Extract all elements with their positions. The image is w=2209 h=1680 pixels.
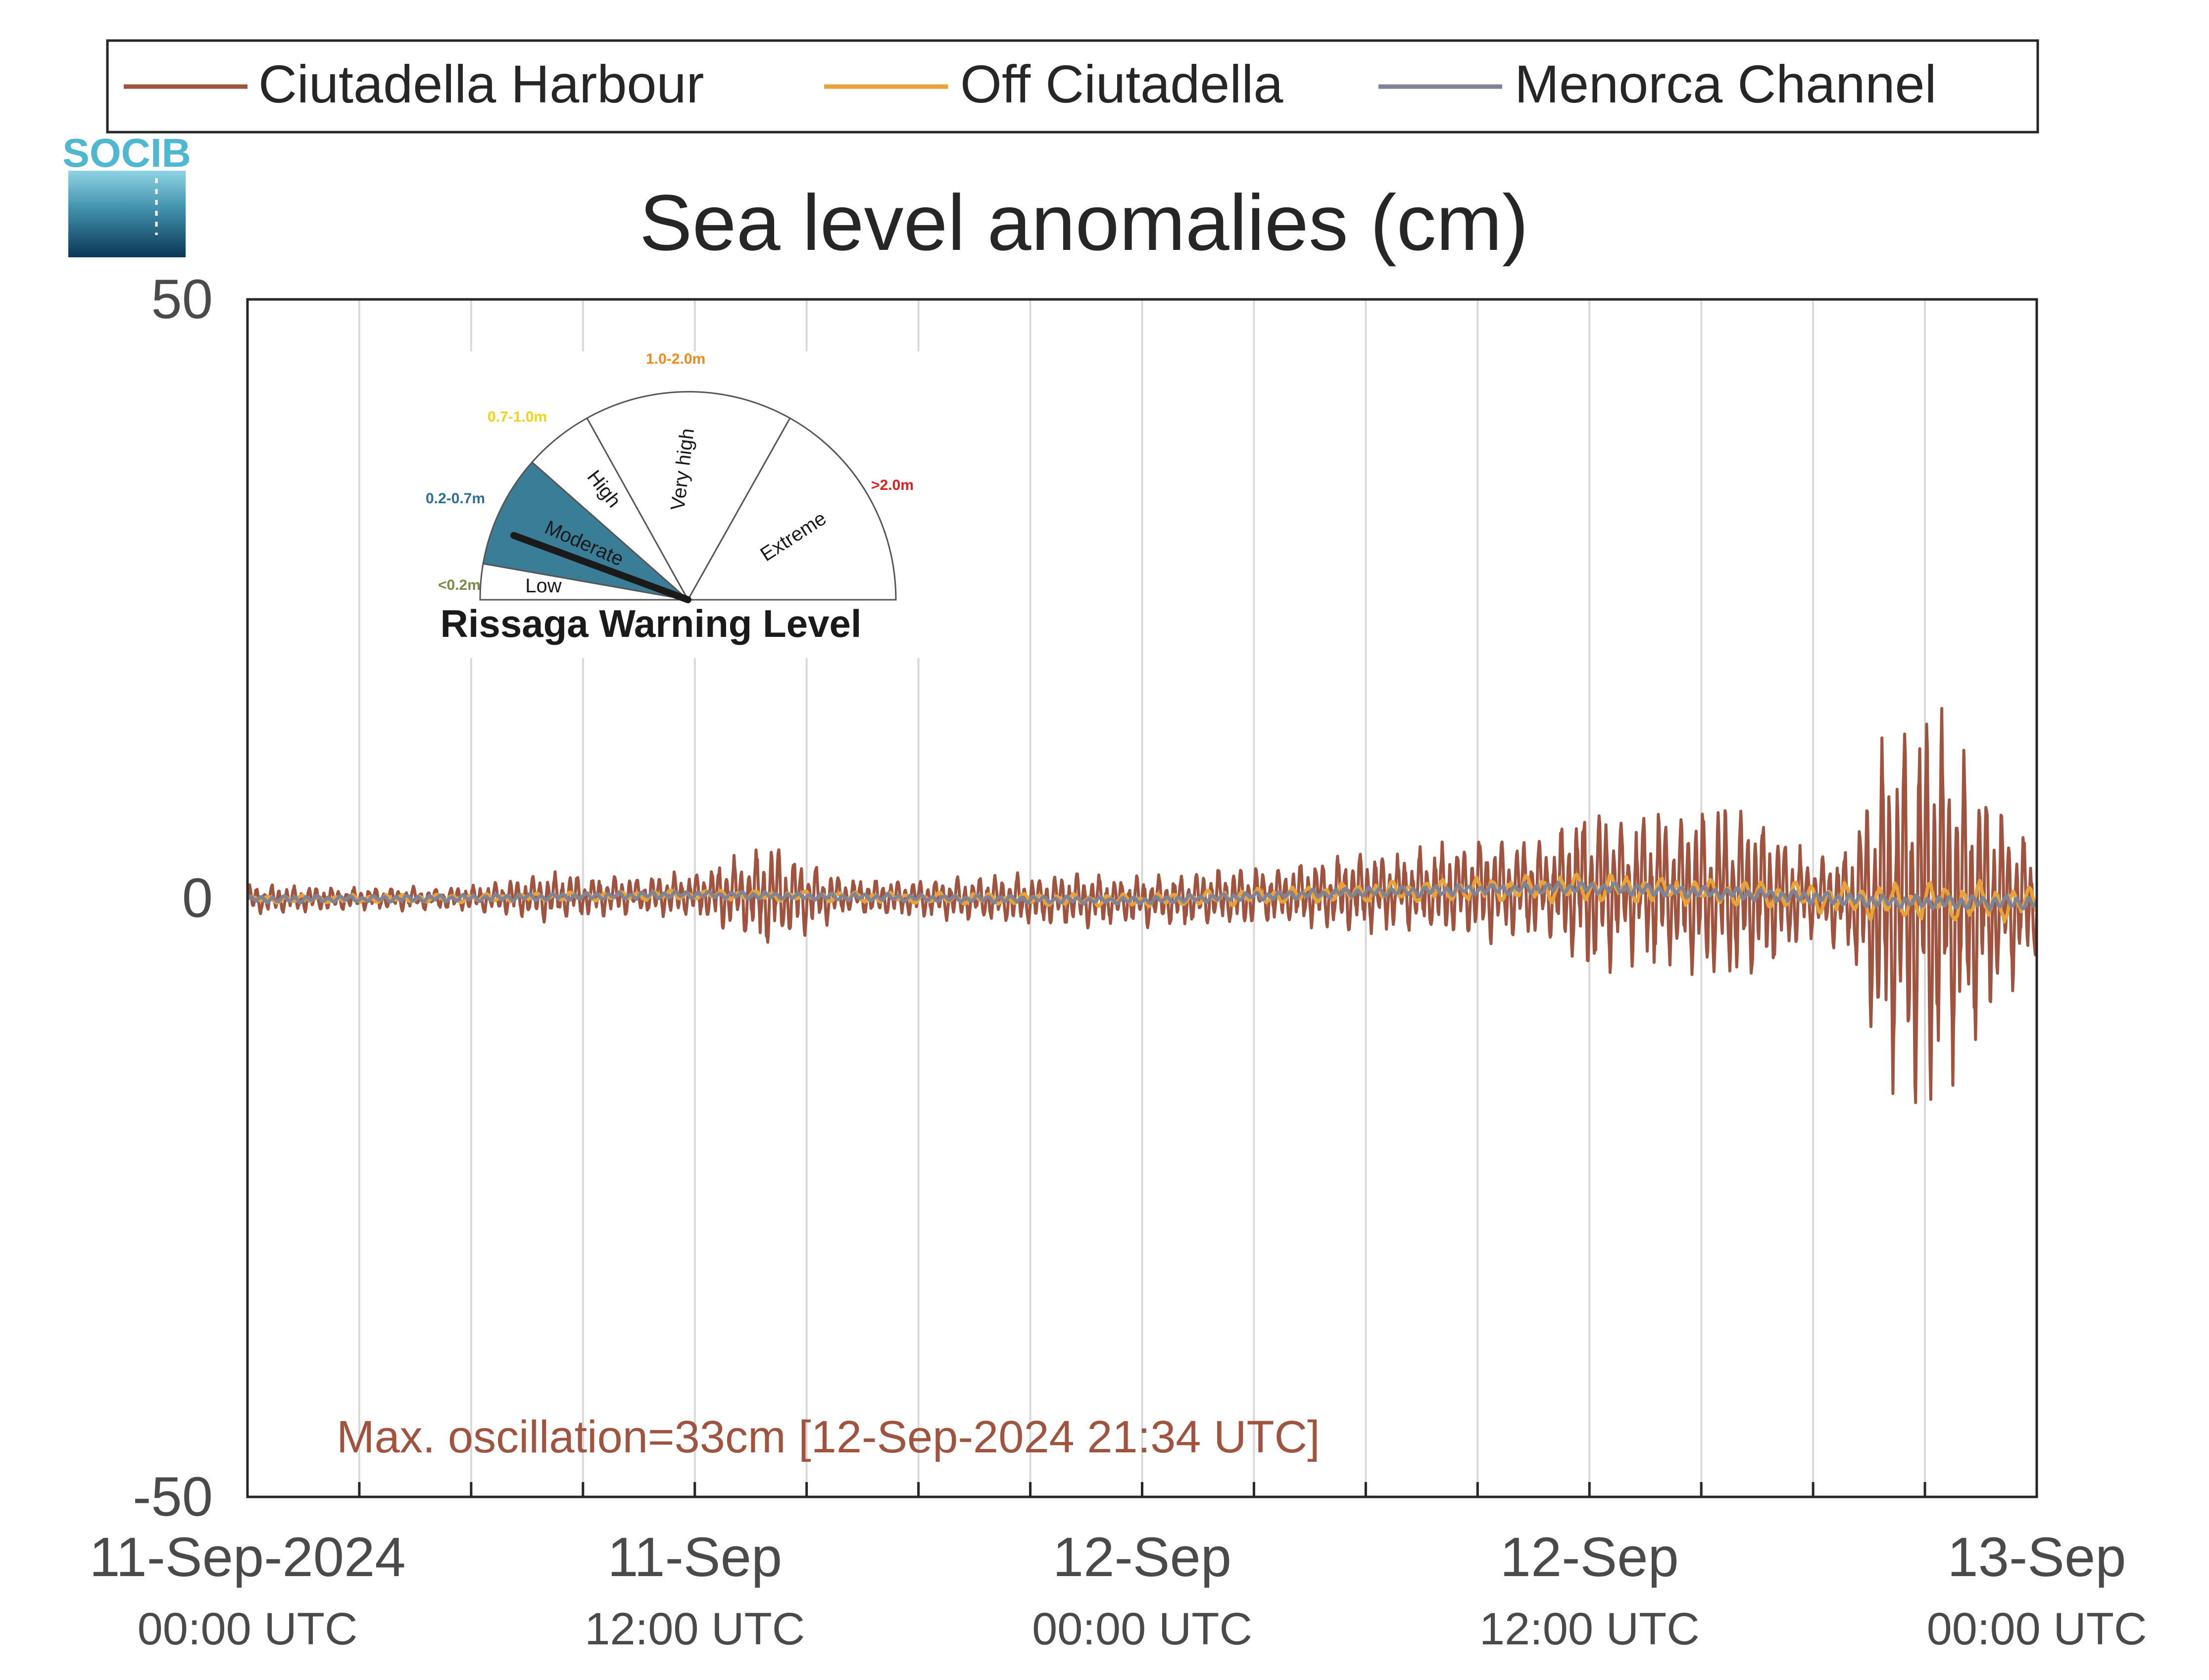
max-oscillation-annotation: Max. oscillation=33cm [12-Sep-2024 21:34… [337,1412,1320,1462]
legend: Ciutadella Harbour Off Ciutadella Menorc… [106,39,2039,134]
legend-label-ciutadella-harbour: Ciutadella Harbour [258,54,704,114]
x-tick-sublabel: 00:00 UTC [1927,1604,2147,1654]
x-tick-label: 12-Sep [1500,1526,1679,1588]
x-tick-sublabel: 12:00 UTC [585,1604,805,1654]
gauge-range-very-high: 1.0-2.0m [646,351,705,367]
x-axis: 11-Sep-2024 00:00 UTC 11-Sep 12:00 UTC 12-Se… [89,1526,2147,1654]
socib-logo: SOCIB [62,131,191,257]
chart-title: Sea level anomalies (cm) [639,178,1528,267]
plot-frame [246,298,2038,1498]
gauge-sector-very-high [586,391,791,602]
gauge-sector-moderate [482,461,690,601]
gauge-title: Rissaga Warning Level [440,602,861,645]
rissaga-warning-gauge: Low Moderate High Very high Extreme <0.2… [401,351,933,658]
x-tick-label: 11-Sep [607,1526,782,1588]
x-tick-label: 12-Sep [1053,1526,1231,1588]
y-tick-label: 0 [182,867,213,929]
gauge-sector-extreme [687,417,897,601]
y-tick-label: -50 [133,1466,213,1528]
gauge-range-extreme: >2.0m [871,477,914,493]
socib-logo-text: SOCIB [62,131,191,176]
series-line-menorca-channel [247,880,2037,912]
x-tick-label: 11-Sep-2024 [89,1526,405,1588]
y-axis: 50 0 -50 [133,268,213,1528]
gauge-range-high: 0.7-1.0m [488,409,547,425]
gauge-needle [510,532,691,603]
x-tick-label: 13-Sep [1947,1526,2126,1588]
x-tick-sublabel: 00:00 UTC [138,1604,358,1654]
x-tick-sublabel: 12:00 UTC [1479,1604,1700,1654]
gauge-label-low: Low [525,575,561,597]
gauge-range-moderate: 0.2-0.7m [426,490,485,507]
gauge-range-low: <0.2m [438,577,481,593]
legend-label-off-ciutadella: Off Ciutadella [960,54,1283,114]
y-tick-label: 50 [151,268,213,330]
x-tick-sublabel: 00:00 UTC [1032,1604,1252,1654]
legend-label-menorca-channel: Menorca Channel [1515,54,1937,114]
gauge-sector-high [531,417,689,601]
series-layer [247,707,2037,1104]
